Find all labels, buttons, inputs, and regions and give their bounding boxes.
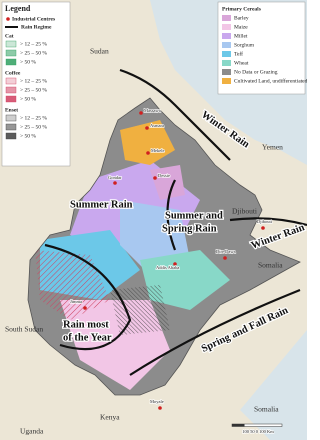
city-label: Jimma	[70, 299, 82, 304]
legend-swatch	[222, 69, 231, 75]
legend-label: Maize	[234, 24, 248, 30]
legend-label: Cultivated Land, undifferentiated	[234, 77, 307, 84]
legend-label: > 25 – 50 %	[20, 124, 47, 130]
coffee-hatch	[35, 250, 110, 320]
city-dot	[223, 256, 227, 260]
barley-zone	[150, 165, 185, 200]
legend-box	[217, 1, 306, 95]
country-label: Sudan	[90, 47, 109, 56]
legend-swatch	[222, 78, 231, 84]
wheat-zone	[140, 250, 230, 310]
map: Sudan Yemen Djibouti Somalia South Sudan…	[0, 0, 307, 440]
legend-swatch	[222, 33, 231, 39]
rain-regime-lines	[44, 68, 307, 376]
country-label: Djibouti	[232, 207, 257, 216]
legend-swatch	[5, 95, 17, 103]
rain-label: Rain most	[63, 319, 109, 330]
city-dot	[158, 406, 162, 410]
city-dot	[83, 306, 87, 310]
rain-label: Spring Rain	[162, 223, 217, 234]
scale-bar: 100 50 0 100 Km	[231, 423, 283, 435]
legend-swatch	[5, 114, 17, 122]
rain-line	[119, 68, 231, 161]
city-label: Massawa	[144, 108, 161, 113]
legend-label: Barley	[234, 15, 249, 21]
legend-label: Rain Regime	[21, 24, 52, 30]
legend-swatch	[5, 77, 17, 85]
legend-swatch	[222, 51, 231, 57]
legend-group-title: Enset	[5, 107, 18, 113]
legend-title: Primary Cereals	[222, 6, 261, 12]
legend-swatch	[222, 15, 231, 21]
legend-swatch	[5, 49, 17, 57]
legend-label: Teff	[234, 50, 243, 57]
country-label: Somalia	[254, 405, 279, 414]
legend-label: > 25 – 50 %	[20, 87, 47, 93]
legend-symbol	[6, 17, 10, 21]
legend-label: > 50 %	[20, 133, 36, 139]
legend-group-title: Coffee	[5, 70, 21, 76]
city-dot	[145, 126, 149, 130]
city-dot	[113, 181, 117, 185]
legend-swatch	[5, 132, 17, 140]
border	[27, 97, 301, 396]
legend-label: > 12 – 25 %	[20, 41, 47, 47]
rain-label: Summer Rain	[70, 199, 133, 210]
scale-label: 100 50 0 100 Km	[242, 429, 274, 434]
legend: Legend Industrial Centres Rain Regime Cat > …	[1, 1, 71, 167]
legend-label: Industrial Centres	[12, 16, 55, 22]
legend-group-title: Cat	[5, 33, 14, 39]
legend-label: > 12 – 25 %	[20, 115, 47, 121]
city-label: Mekele	[151, 148, 165, 153]
rain-line	[44, 243, 132, 351]
legend-swatch	[5, 40, 17, 48]
city-dot	[173, 262, 177, 266]
scale-bar-segment	[232, 424, 245, 427]
city-label: Asmara	[150, 123, 164, 128]
cereal-legend: Primary Cereals Barley Maize Millet Sorghum T…	[217, 1, 307, 95]
city-label: Gondar	[108, 175, 122, 180]
city-dot	[146, 151, 150, 155]
legend-swatch	[5, 123, 17, 131]
legend-label: > 12 – 25 %	[20, 78, 47, 84]
ocean	[240, 330, 307, 440]
rain-line	[129, 288, 301, 376]
legend-label: Sorghum	[234, 42, 255, 48]
industrial-centres	[83, 111, 265, 410]
legend-label: > 25 – 50 %	[20, 50, 47, 56]
enset-hatch	[110, 285, 170, 335]
city-label: Dire Dawa	[216, 249, 236, 254]
rain-line	[166, 179, 177, 251]
rain-label: Summer and	[165, 210, 223, 221]
legend-label: No Data or Grazing	[234, 69, 278, 75]
city-label: Addis Ababa	[156, 265, 179, 270]
country-label: Kenya	[100, 413, 120, 422]
city-label: Dessie	[158, 173, 170, 178]
city-dot	[139, 111, 143, 115]
country-label: Uganda	[20, 427, 44, 436]
city-dot	[261, 226, 265, 230]
legend-label: Wheat	[234, 60, 249, 66]
city-label: Djibouti	[257, 219, 273, 224]
country-label: South Sudan	[5, 325, 43, 334]
country-label: Somalia	[258, 261, 283, 270]
legend-label: > 50 %	[20, 96, 36, 102]
legend-title: Legend	[5, 4, 31, 13]
city-dot	[153, 176, 157, 180]
legend-label: Millet	[234, 33, 248, 39]
legend-swatch	[5, 58, 17, 66]
country-label: Yemen	[262, 143, 283, 152]
rain-label: of the Year	[63, 332, 112, 343]
legend-swatch	[5, 86, 17, 94]
cultivated-zone	[120, 120, 175, 165]
legend-label: > 50 %	[20, 59, 36, 65]
legend-swatch	[222, 42, 231, 48]
city-label: Moyale	[150, 399, 164, 404]
legend-swatch	[222, 24, 231, 30]
rain-line	[229, 217, 307, 227]
legend-swatch	[222, 60, 231, 66]
